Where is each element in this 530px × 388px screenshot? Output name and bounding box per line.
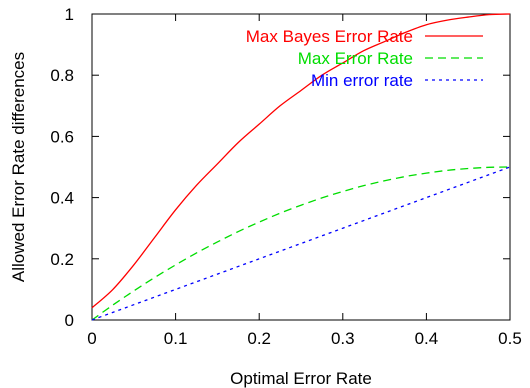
x-axis-label: Optimal Error Rate bbox=[230, 369, 372, 388]
x-tick-label: 0.5 bbox=[498, 329, 522, 348]
plot-frame bbox=[91, 13, 511, 321]
legend-label-1: Max Error Rate bbox=[298, 49, 413, 68]
series-line-2 bbox=[91, 166, 511, 321]
y-tick-label: 0.8 bbox=[50, 66, 74, 85]
x-tick-label: 0.4 bbox=[415, 329, 439, 348]
x-tick-label: 0.2 bbox=[247, 329, 271, 348]
x-tick-label: 0.1 bbox=[164, 329, 188, 348]
y-tick-label: 0 bbox=[65, 311, 74, 330]
legend-label-2: Min error rate bbox=[311, 71, 413, 90]
series-line-1 bbox=[91, 166, 511, 321]
legend-label-0: Max Bayes Error Rate bbox=[246, 27, 413, 46]
y-tick-label: 0.2 bbox=[50, 250, 74, 269]
y-axis-label: Allowed Error Rate differences bbox=[9, 52, 28, 282]
y-tick-label: 0.4 bbox=[50, 189, 74, 208]
y-tick-label: 0.6 bbox=[50, 127, 74, 146]
y-tick-label: 1 bbox=[65, 5, 74, 24]
x-tick-label: 0.3 bbox=[331, 329, 355, 348]
series-line-0 bbox=[91, 13, 511, 309]
x-tick-label: 0 bbox=[87, 329, 96, 348]
